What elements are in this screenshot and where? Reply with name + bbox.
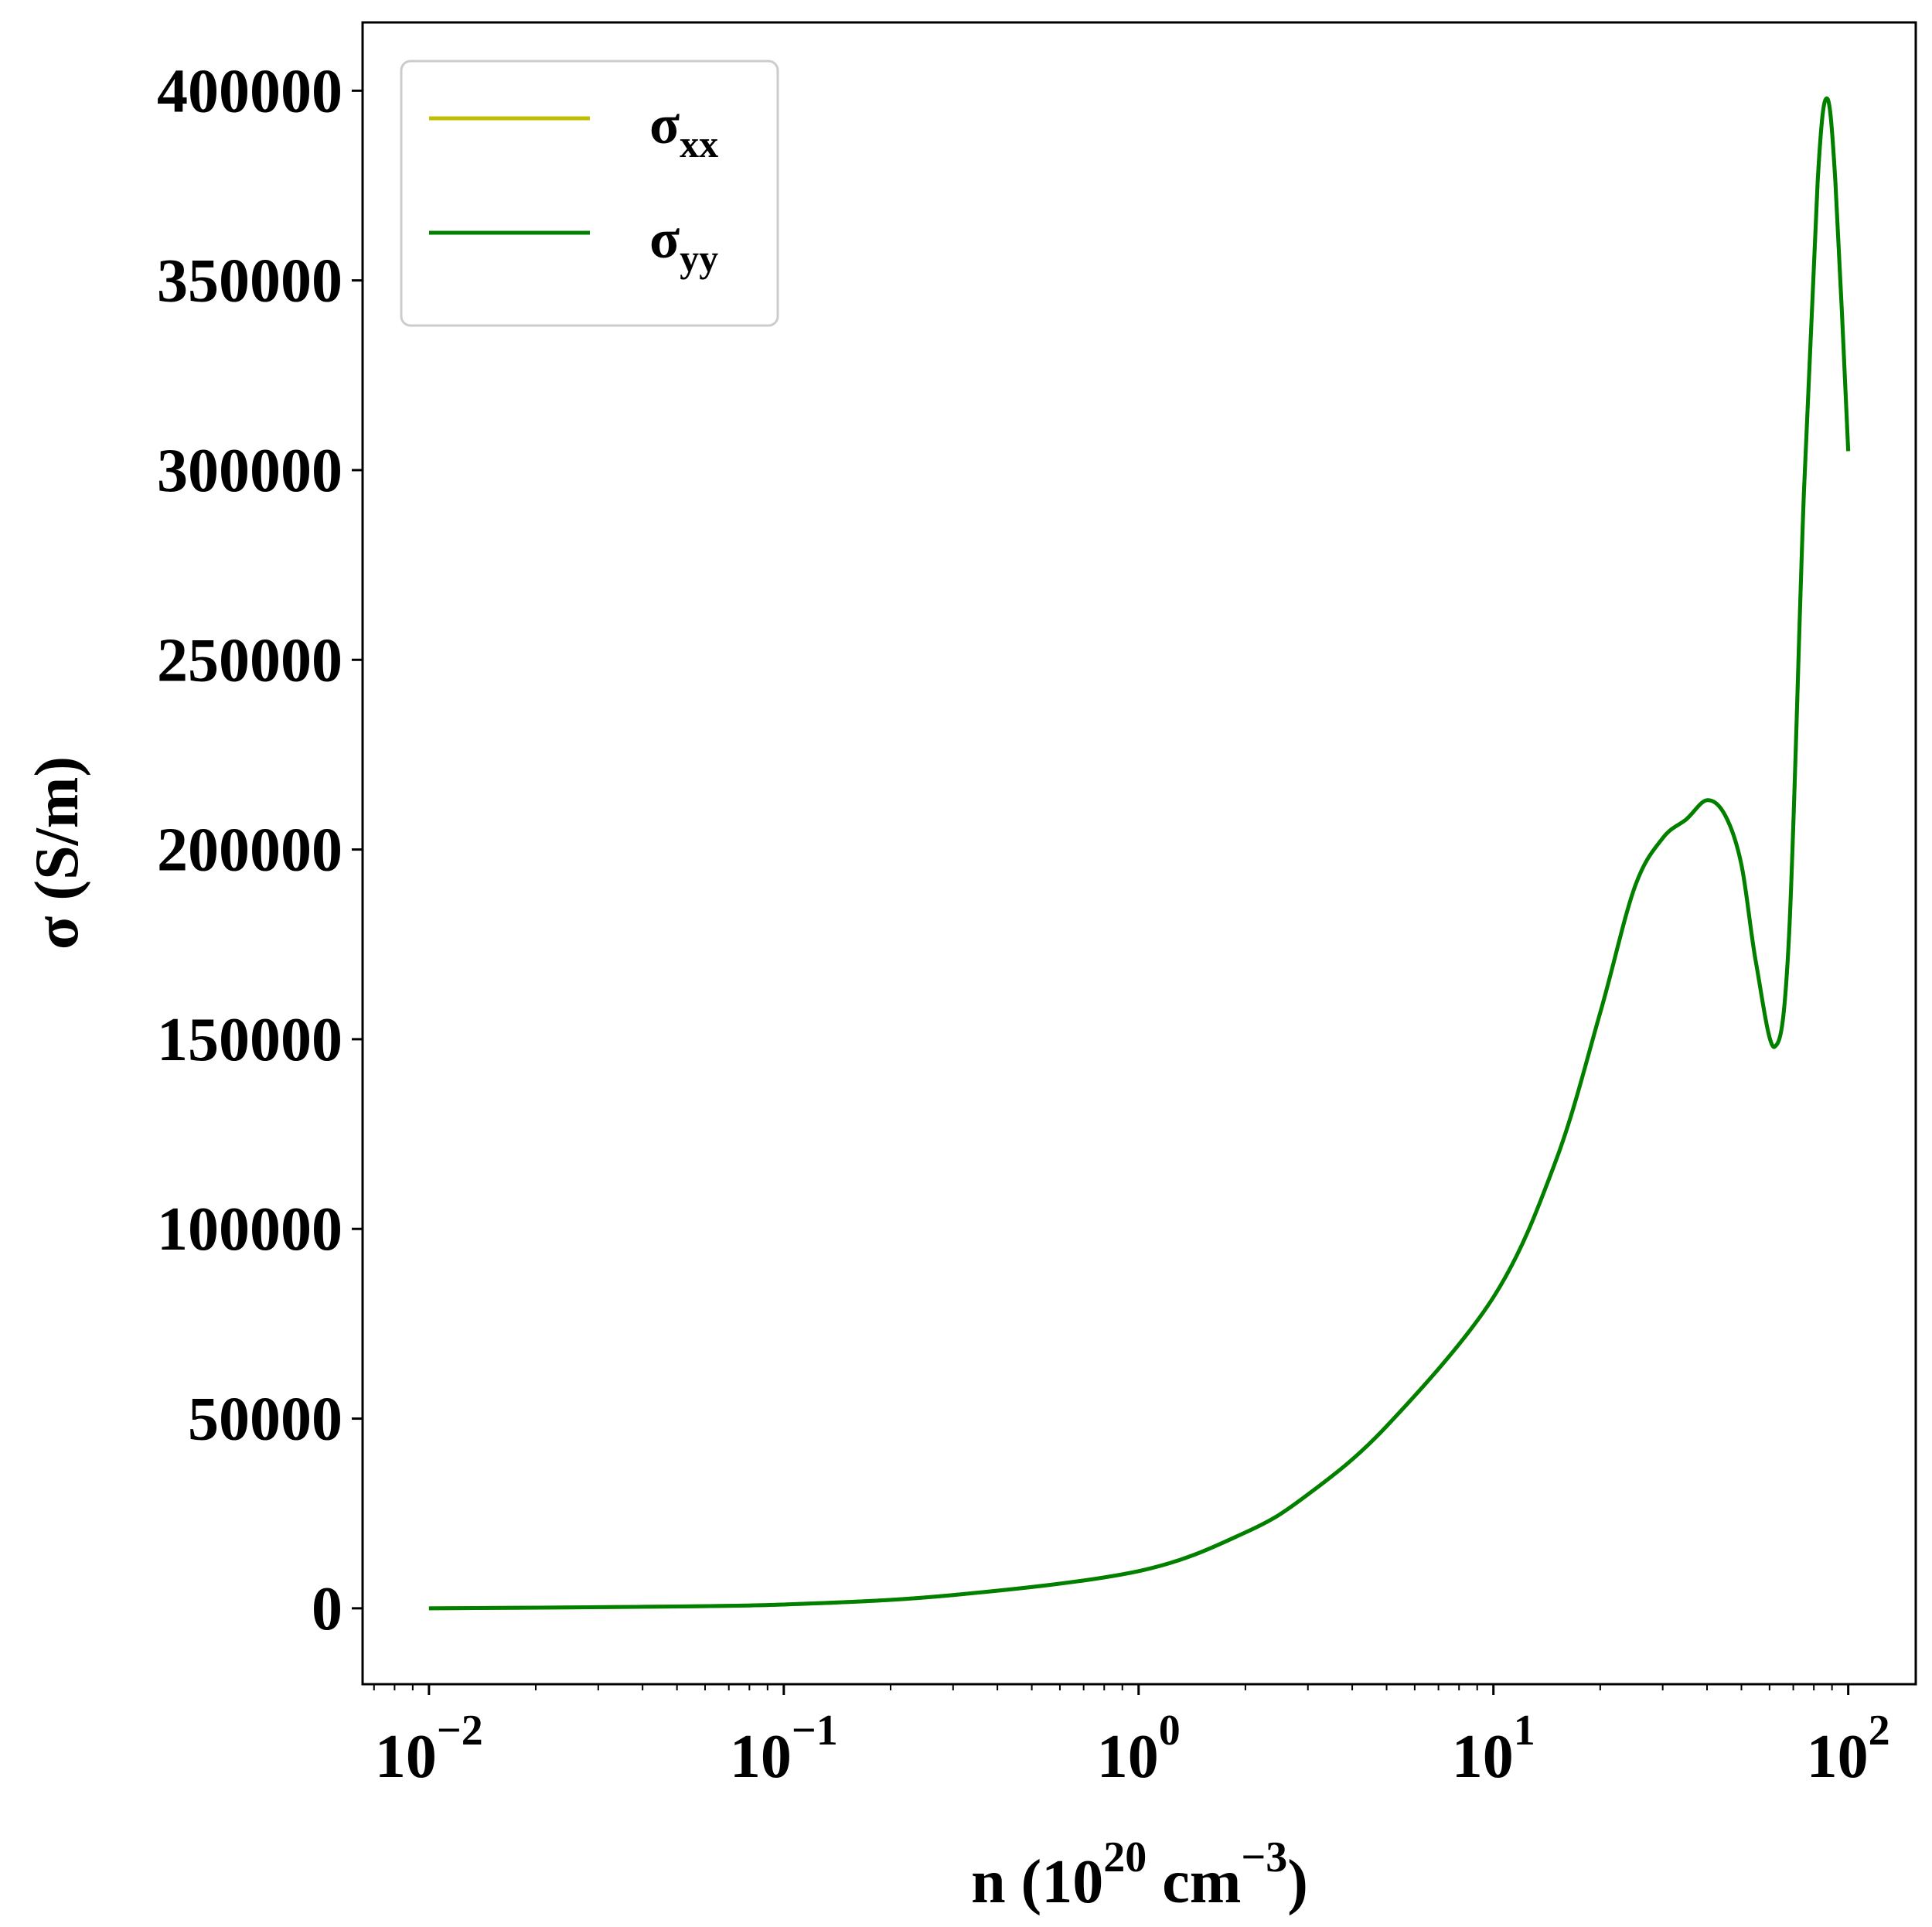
x-tick-label: 101 (1452, 1707, 1535, 1791)
x-axis: 10−2 10−1 100 101 102 (373, 1684, 1890, 1791)
x-axis-label: n (1020 cm−3) (971, 1833, 1308, 1916)
y-tick-label: 350000 (157, 247, 342, 315)
x-tick-label: 10−1 (730, 1707, 838, 1791)
x-label-mid: cm (1147, 1848, 1241, 1916)
y-tick-label: 400000 (157, 57, 342, 125)
x-label-end: ) (1287, 1848, 1308, 1916)
y-tick-label: 150000 (157, 1006, 342, 1074)
x-label-sup2: −3 (1241, 1833, 1287, 1881)
y-axis-label: σ (S/m) (23, 756, 91, 950)
series-line-1 (428, 96, 1851, 1611)
y-tick-label: 250000 (157, 626, 342, 694)
x-label-base: n (10 (971, 1848, 1103, 1916)
y-tick-label: 200000 (157, 817, 342, 885)
legend-label-sigma-yy: σyy (649, 208, 718, 280)
y-axis: 0 50000 100000 150000 200000 250000 300000 3500… (157, 57, 363, 1643)
x-tick-label: 10−2 (375, 1707, 483, 1791)
y-tick-label: 100000 (157, 1195, 342, 1264)
y-tick-label: 300000 (157, 437, 342, 505)
x-tick-label: 100 (1097, 1707, 1181, 1791)
y-tick-label: 50000 (188, 1386, 342, 1454)
y-tick-label: 0 (312, 1575, 342, 1643)
legend: σxx σyy (400, 60, 779, 327)
legend-label-sigma-xx: σxx (649, 94, 718, 165)
series-layer (428, 96, 1851, 1611)
legend-box (400, 60, 779, 327)
x-label-sup1: 20 (1103, 1833, 1147, 1881)
x-tick-label: 102 (1807, 1707, 1890, 1791)
